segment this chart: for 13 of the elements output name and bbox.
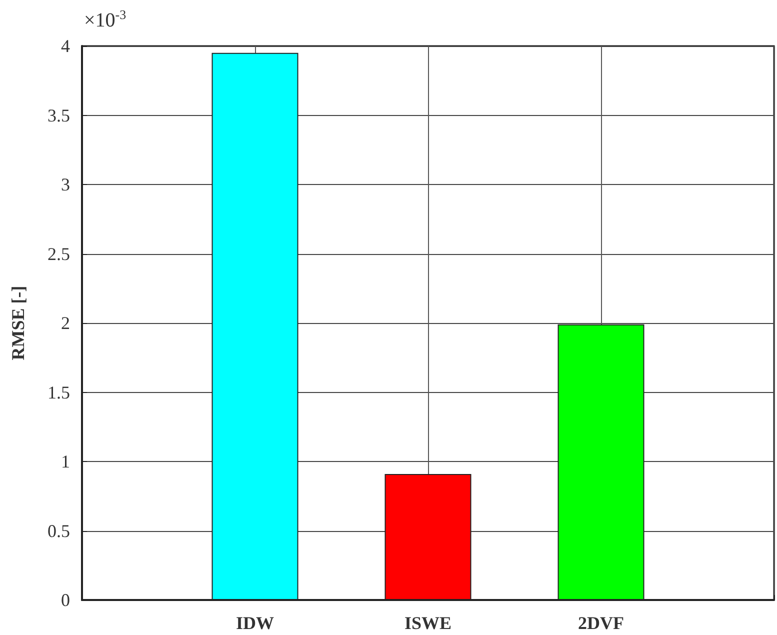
y-tick-label: 3.5 — [48, 105, 70, 126]
y-tick-label: 0 — [61, 590, 70, 610]
y-tick-label: 1.5 — [48, 382, 70, 402]
y-axis-title: RMSE [-] — [8, 286, 28, 360]
x-tick-label: ISWE — [404, 613, 452, 633]
y-tick-label: 4 — [61, 36, 70, 56]
x-tick-label: IDW — [236, 613, 274, 633]
x-tick-label: 2DVF — [578, 613, 624, 633]
y-tick-label: 2.5 — [48, 244, 70, 264]
y-tick-label: 1 — [61, 452, 70, 472]
y-tick-label: 2 — [61, 313, 70, 333]
y-tick-label: 0.5 — [48, 520, 70, 541]
y-tick-label: 3 — [61, 174, 70, 194]
